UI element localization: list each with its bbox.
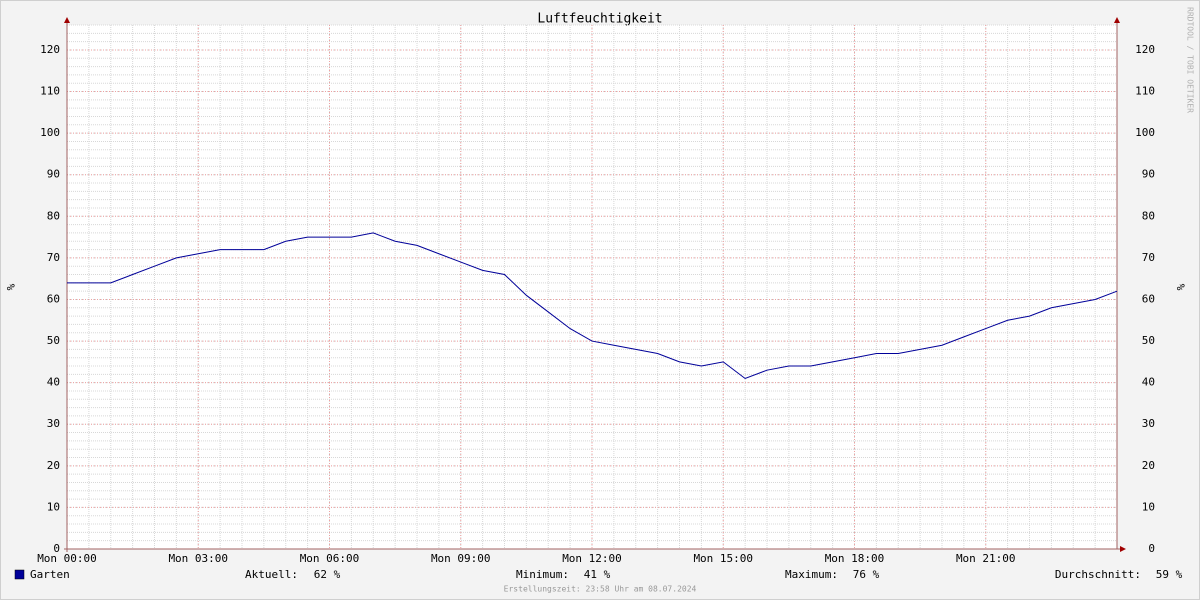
watermark: RRDTOOL / TOBI OETIKER <box>1186 7 1195 113</box>
x-tick-label: Mon 15:00 <box>693 552 753 565</box>
y-tick-label: 20 <box>47 459 60 472</box>
y2-tick-label: 0 <box>1148 542 1155 555</box>
y2-tick-label: 50 <box>1142 334 1155 347</box>
y2-tick-label: 70 <box>1142 251 1155 264</box>
y-tick-label: 40 <box>47 376 60 389</box>
y-tick-label: 120 <box>40 43 60 56</box>
axis-arrow <box>64 17 70 23</box>
y-tick-label: 100 <box>40 126 60 139</box>
chart-title: Luftfeuchtigkeit <box>537 12 662 27</box>
y-tick-label: 110 <box>40 85 60 98</box>
y2-tick-label: 110 <box>1135 85 1155 98</box>
y-tick-label: 80 <box>47 209 60 222</box>
y2-tick-label: 60 <box>1142 292 1155 305</box>
y-axis-label: % <box>4 284 17 291</box>
legend-label: Garten <box>30 568 70 581</box>
x-tick-label: Mon 06:00 <box>300 552 360 565</box>
x-tick-label: Mon 03:00 <box>168 552 228 565</box>
y-tick-label: 30 <box>47 417 60 430</box>
y2-tick-label: 30 <box>1142 417 1155 430</box>
x-tick-label: Mon 09:00 <box>431 552 491 565</box>
x-tick-label: Mon 18:00 <box>825 552 885 565</box>
axis-arrow <box>1120 546 1126 552</box>
stat-label: Minimum: <box>516 568 569 581</box>
y-tick-label: 50 <box>47 334 60 347</box>
stat-value: 62 % <box>314 568 341 581</box>
x-tick-label: Mon 21:00 <box>956 552 1016 565</box>
grid <box>66 24 1118 550</box>
y2-tick-label: 80 <box>1142 209 1155 222</box>
y2-tick-label: 120 <box>1135 43 1155 56</box>
x-tick-label: Mon 12:00 <box>562 552 622 565</box>
y-tick-label: 60 <box>47 292 60 305</box>
y2-tick-label: 10 <box>1142 500 1155 513</box>
legend-swatch <box>14 569 25 580</box>
footer: Erstellungszeit: 23:58 Uhr am 08.07.2024 <box>504 585 697 594</box>
y2-tick-label: 20 <box>1142 459 1155 472</box>
y-tick-label: 0 <box>53 542 60 555</box>
stat-value: 41 % <box>584 568 611 581</box>
y-tick-label: 90 <box>47 168 60 181</box>
line <box>67 232 1118 380</box>
stat-label: Durchschnitt: <box>1055 568 1141 581</box>
stat-value: 59 % <box>1156 568 1183 581</box>
stat-label: Maximum: <box>785 568 838 581</box>
stat-label: Aktuell: <box>245 568 298 581</box>
y2-axis-label: % <box>1174 284 1187 291</box>
y2-tick-label: 90 <box>1142 168 1155 181</box>
y-tick-label: 70 <box>47 251 60 264</box>
stat-value: 76 % <box>853 568 880 581</box>
y2-tick-label: 100 <box>1135 126 1155 139</box>
x-tick-label: Mon 00:00 <box>37 552 97 565</box>
y-tick-label: 10 <box>47 500 60 513</box>
y2-tick-label: 40 <box>1142 376 1155 389</box>
axis-arrow <box>1114 17 1120 23</box>
